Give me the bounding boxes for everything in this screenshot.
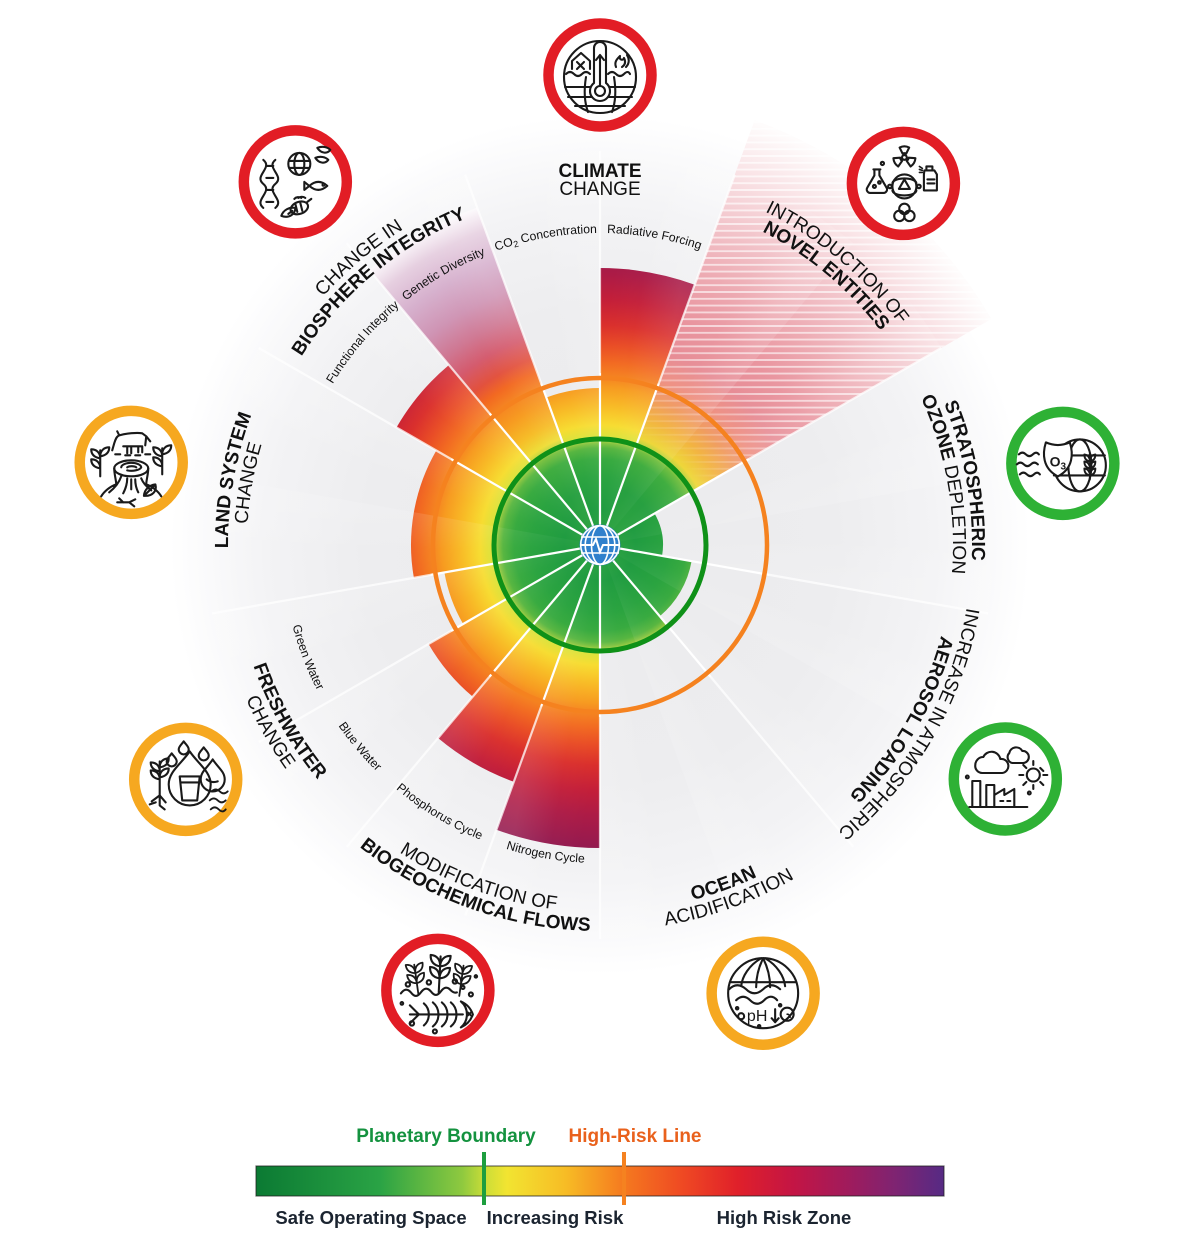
svg-text:High Risk Zone: High Risk Zone: [717, 1207, 852, 1228]
svg-text:pH: pH: [747, 1008, 767, 1025]
svg-text:CHANGE: CHANGE: [559, 179, 640, 200]
svg-text:Safe Operating Space: Safe Operating Space: [275, 1207, 466, 1228]
svg-text:Increasing Risk: Increasing Risk: [487, 1207, 624, 1228]
svg-text:High-Risk Line: High-Risk Line: [568, 1126, 701, 1147]
svg-text:Planetary Boundary: Planetary Boundary: [356, 1126, 536, 1147]
svg-text:CLIMATE: CLIMATE: [558, 161, 641, 182]
